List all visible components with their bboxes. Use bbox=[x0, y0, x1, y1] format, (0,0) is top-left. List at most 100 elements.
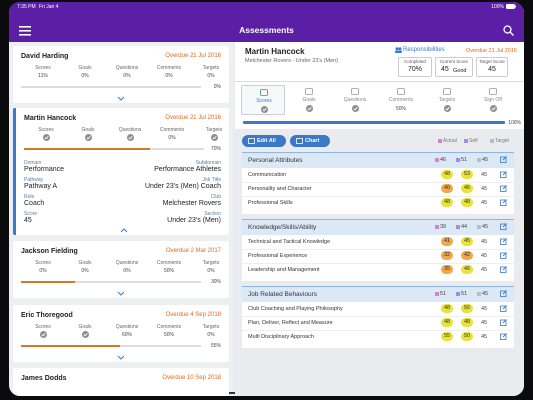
edit-icon[interactable] bbox=[500, 185, 507, 192]
stat-label: Questions bbox=[115, 65, 139, 71]
card-name: Jackson Fielding bbox=[21, 248, 78, 255]
tab[interactable]: Questions bbox=[333, 85, 377, 115]
card-due: Overdue 10 Sep 2018 bbox=[162, 375, 221, 381]
button-label: Chart bbox=[305, 138, 320, 144]
item-name[interactable]: Professional Skills bbox=[248, 200, 293, 206]
item-name[interactable]: Communication bbox=[248, 172, 287, 178]
legend-label: Target bbox=[495, 138, 509, 144]
progress-label: 70% bbox=[210, 146, 221, 152]
assessment-card[interactable]: David Harding Overdue 21 Jul 2016 Scores 11… bbox=[13, 46, 229, 103]
stat-value: 0% bbox=[81, 73, 89, 79]
assessment-card[interactable]: Eric Thoregood Overdue 4 Sep 2018 Scores Go… bbox=[13, 305, 229, 362]
edit-icon[interactable] bbox=[500, 333, 507, 340]
score-badge: 48 bbox=[441, 318, 453, 327]
tab-label: Questions bbox=[343, 97, 367, 103]
score-badge: 48 bbox=[441, 304, 453, 313]
score-badge: 56 bbox=[461, 304, 473, 313]
action-button[interactable]: Edit All bbox=[242, 135, 286, 147]
stat-value: 0% bbox=[39, 268, 47, 274]
status-battery: 100% bbox=[491, 4, 504, 10]
legend-label: Actual bbox=[443, 138, 457, 144]
detail-value: Under 23's (Men) Coach bbox=[144, 183, 221, 190]
button-label: Edit All bbox=[257, 138, 276, 144]
section-header bbox=[242, 152, 514, 168]
search-button[interactable] bbox=[503, 25, 514, 36]
check-icon bbox=[126, 134, 134, 141]
item-name[interactable]: Leadership and Management bbox=[248, 267, 320, 273]
edit-icon[interactable] bbox=[500, 319, 507, 326]
stat-label: Comments bbox=[156, 260, 182, 266]
target-value: 45 bbox=[481, 320, 488, 326]
detail-subtitle: Melchester Rovers - Under 23's (Men) bbox=[245, 58, 339, 64]
edit-icon[interactable] bbox=[500, 238, 507, 245]
total-icon bbox=[477, 158, 481, 162]
item-name[interactable]: Professional Experience bbox=[248, 253, 308, 259]
stat-label: Targets bbox=[202, 324, 220, 330]
section-title: Knowledge/Skills/Ability bbox=[248, 224, 317, 231]
tab[interactable]: Sign Off bbox=[471, 85, 515, 115]
legend-swatch bbox=[438, 139, 442, 143]
row-divider bbox=[242, 249, 514, 250]
action-button[interactable]: Chart bbox=[290, 135, 330, 147]
people-icon bbox=[395, 47, 402, 53]
target-value: 45 bbox=[481, 200, 488, 206]
score-badge: 48 bbox=[441, 170, 453, 179]
stat-label: Goals bbox=[78, 260, 92, 266]
tab-label: Comments bbox=[388, 97, 414, 103]
tab-icon bbox=[260, 89, 268, 96]
stat-label: Targets bbox=[202, 260, 220, 266]
target-value: 45 bbox=[481, 267, 488, 273]
box-value: 70% bbox=[407, 66, 422, 73]
tab[interactable]: Scores bbox=[241, 85, 285, 115]
target-value: 45 bbox=[481, 334, 488, 340]
row-divider bbox=[242, 182, 514, 183]
item-name[interactable]: Personality and Character bbox=[248, 186, 312, 192]
section-total: 39 bbox=[440, 224, 447, 230]
edit-icon[interactable] bbox=[500, 199, 507, 206]
item-name[interactable]: Technical and Tactical Knowledge bbox=[248, 239, 331, 245]
card-due: Overdue 21 Jul 2016 bbox=[165, 53, 221, 59]
progress-label: 55% bbox=[210, 343, 221, 349]
assessment-card[interactable]: James Dodds Overdue 10 Sep 2018 bbox=[13, 368, 229, 396]
summary-box: Target Score 45 bbox=[476, 57, 508, 77]
tab[interactable]: Targets bbox=[425, 85, 469, 115]
item-name[interactable]: Club Coaching and Playing Philosophy bbox=[248, 306, 343, 312]
edit-icon[interactable] bbox=[500, 305, 507, 312]
target-value: 45 bbox=[481, 253, 488, 259]
card-name: Eric Thoregood bbox=[21, 312, 73, 319]
progress-track bbox=[21, 281, 201, 283]
assessment-card[interactable]: Jackson Fielding Overdue 2 Mar 2017 Scores… bbox=[13, 241, 229, 298]
stat-value: 0% bbox=[123, 268, 131, 274]
responsibilities-link[interactable]: Responsibilities bbox=[403, 47, 445, 53]
stat-label: Goals bbox=[81, 127, 95, 133]
detail-label: Section bbox=[204, 211, 221, 217]
row-divider bbox=[242, 316, 514, 317]
item-name[interactable]: Plan, Deliver, Reflect and Measure bbox=[248, 320, 333, 326]
stat-label: Comments bbox=[156, 65, 182, 71]
card-due: Overdue 21 Jul 2016 bbox=[165, 115, 221, 121]
edit-icon[interactable] bbox=[500, 252, 507, 259]
section-title: Personal Attributes bbox=[248, 157, 303, 164]
detail-label: Pathway bbox=[24, 177, 44, 183]
tab-icon bbox=[351, 88, 359, 95]
menu-button[interactable] bbox=[19, 26, 31, 36]
edit-icon[interactable] bbox=[500, 171, 507, 178]
stat-label: Scores bbox=[35, 324, 51, 330]
tab[interactable]: Comments 50% bbox=[379, 85, 423, 115]
progress-label: 30% bbox=[210, 279, 221, 285]
status-date: Fri Jan 4 bbox=[39, 4, 59, 10]
progress-fill bbox=[24, 148, 150, 150]
button-icon bbox=[248, 138, 255, 144]
detail-content: Martin Hancock Melchester Rovers - Under … bbox=[235, 42, 524, 396]
item-name[interactable]: Multi Disciplinary Approach bbox=[248, 334, 315, 340]
stat-value: 50% bbox=[163, 268, 174, 274]
total-icon bbox=[456, 225, 460, 229]
assessment-card[interactable]: Martin Hancock Overdue 21 Jul 2016 Scores G… bbox=[13, 108, 229, 235]
stat-value: 11% bbox=[38, 73, 48, 79]
edit-icon[interactable] bbox=[500, 266, 507, 273]
tab[interactable]: Goals bbox=[287, 85, 331, 115]
stat-label: Targets bbox=[202, 65, 220, 71]
summary-box: Completed 70% bbox=[398, 57, 432, 77]
tab-icon bbox=[397, 88, 405, 95]
progress-label: 0% bbox=[213, 84, 221, 90]
